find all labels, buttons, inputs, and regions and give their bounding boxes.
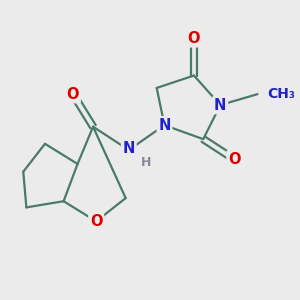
Text: CH₃: CH₃ — [267, 87, 295, 101]
Text: O: O — [90, 214, 102, 229]
Text: N: N — [123, 141, 135, 156]
Text: N: N — [158, 118, 171, 133]
Text: O: O — [228, 152, 241, 167]
Text: O: O — [188, 31, 200, 46]
Text: H: H — [141, 156, 151, 169]
Text: N: N — [214, 98, 226, 112]
Text: O: O — [67, 87, 79, 102]
